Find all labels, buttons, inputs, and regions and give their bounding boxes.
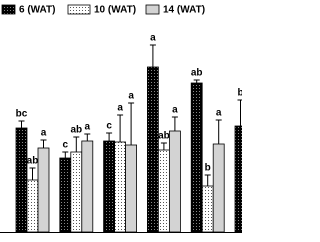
- significance-letter: ab: [70, 125, 82, 136]
- significance-letter: a: [41, 128, 47, 139]
- error-bar: [106, 132, 113, 141]
- bar: [15, 127, 28, 233]
- bar: [168, 130, 181, 233]
- significance-letter: a: [117, 103, 123, 114]
- significance-letter: b: [237, 88, 242, 99]
- error-bar: [193, 79, 200, 83]
- significance-letter: c: [106, 121, 112, 132]
- legend-swatch: [67, 4, 91, 15]
- significance-letter: ab: [191, 68, 203, 79]
- bar: [103, 140, 115, 233]
- bar: [201, 185, 214, 233]
- bar: [81, 140, 94, 233]
- significance-letter: a: [150, 33, 156, 44]
- significance-letter: b: [205, 163, 211, 174]
- error-bar: [237, 99, 242, 126]
- bar: [190, 82, 203, 233]
- error-bar: [117, 114, 124, 142]
- significance-letter: ab: [158, 131, 170, 142]
- error-bar: [215, 119, 222, 144]
- bar: [114, 141, 126, 233]
- bar: [125, 144, 137, 233]
- error-bar: [84, 133, 91, 141]
- legend-label: 10 (WAT): [94, 5, 136, 16]
- error-bar: [171, 116, 178, 131]
- significance-letter: c: [63, 140, 69, 151]
- bar: [146, 66, 159, 233]
- legend-label: 14 (WAT): [163, 5, 205, 16]
- bar: [59, 157, 72, 233]
- significance-letter: a: [85, 122, 91, 133]
- error-bar: [18, 120, 25, 128]
- significance-letter: a: [172, 105, 178, 116]
- bar: [26, 179, 39, 233]
- legend-swatch: [1, 4, 16, 15]
- significance-letter: ab: [27, 156, 39, 167]
- bar: [157, 149, 170, 233]
- error-bar: [62, 151, 69, 158]
- legend-swatch: [145, 4, 160, 15]
- error-bar: [73, 136, 80, 152]
- bar: [70, 151, 83, 233]
- error-bar: [204, 174, 211, 186]
- bar: [234, 125, 242, 233]
- error-bar: [40, 139, 47, 148]
- error-bar: [149, 44, 156, 67]
- legend-label: 6 (WAT): [19, 5, 55, 16]
- bar: [212, 143, 225, 233]
- error-bar: [29, 167, 36, 180]
- error-bar: [128, 102, 135, 145]
- significance-letter: bc: [16, 109, 28, 120]
- significance-letter: a: [216, 108, 222, 119]
- significance-letter: a: [128, 91, 134, 102]
- error-bar: [160, 142, 167, 150]
- bar: [37, 147, 50, 233]
